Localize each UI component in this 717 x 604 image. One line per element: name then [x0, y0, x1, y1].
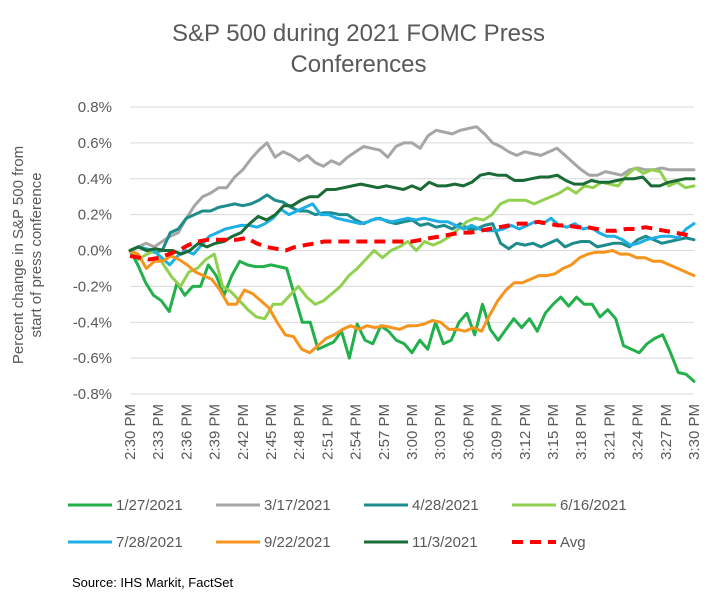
series-line-9-22-2021: [128, 249, 696, 355]
x-tick-label: 3:00 PM: [404, 404, 421, 460]
series-lines: [128, 125, 696, 383]
legend-label: 6/16/2021: [560, 497, 627, 514]
x-tick-label: 3:30 PM: [686, 404, 703, 460]
y-axis-label-line: start of press conference: [28, 172, 45, 337]
x-tick-label: 2:51 PM: [319, 404, 336, 460]
x-tick-label: 3:21 PM: [601, 404, 618, 460]
legend-label: 1/27/2021: [116, 497, 183, 514]
x-tick-label: 3:24 PM: [630, 404, 647, 460]
y-tick-label: 0.0%: [78, 243, 112, 260]
source-note: Source: IHS Markit, FactSet: [72, 575, 234, 590]
x-tick-label: 2:45 PM: [263, 404, 280, 460]
y-axis: 0.8% 0.6% 0.4% 0.2% 0.0% -0.2% -0.4% -0.6% -0.8%: [73, 99, 112, 403]
x-tick-label: 3:27 PM: [658, 404, 675, 460]
x-tick-label: 2:33 PM: [150, 404, 167, 460]
x-tick-label: 3:06 PM: [460, 404, 477, 460]
x-tick-label: 2:39 PM: [207, 404, 224, 460]
y-tick-label: -0.2%: [73, 278, 112, 295]
x-tick-label: 2:54 PM: [348, 404, 365, 460]
y-axis-label: Percent change in S&P 500 fromstart of p…: [10, 146, 45, 364]
x-tick-label: 3:12 PM: [517, 404, 534, 460]
legend-label: Avg: [560, 534, 586, 551]
y-tick-label: 0.2%: [78, 207, 112, 224]
x-tick-label: 2:48 PM: [291, 404, 308, 460]
x-tick-label: 3:15 PM: [545, 404, 562, 460]
x-tick-label: 3:18 PM: [573, 404, 590, 460]
x-tick-label: 2:57 PM: [376, 404, 393, 460]
legend-label: 7/28/2021: [116, 534, 183, 551]
series-line-avg: [129, 219, 695, 262]
y-tick-label: -0.4%: [73, 314, 112, 331]
y-tick-label: -0.6%: [73, 350, 112, 367]
x-tick-label: 2:30 PM: [122, 404, 139, 460]
legend-label: 9/22/2021: [264, 534, 331, 551]
y-tick-label: -0.8%: [73, 386, 112, 403]
x-tick-label: 2:42 PM: [235, 404, 252, 460]
series-line-7-28-2021: [128, 202, 696, 267]
x-axis: 2:30 PM 2:33 PM 2:36 PM 2:39 PM 2:42 PM 2:45 …: [122, 404, 703, 460]
x-tick-label: 2:36 PM: [178, 404, 195, 460]
x-tick-label: 3:09 PM: [489, 404, 506, 460]
y-tick-label: 0.8%: [78, 99, 112, 116]
y-tick-label: 0.4%: [78, 171, 112, 188]
series-line-1-27-2021: [128, 249, 696, 383]
series-line-3-17-2021: [128, 125, 696, 252]
legend: 1/27/2021 3/17/2021 4/28/2021 6/16/2021 7/28…: [68, 497, 627, 551]
legend-label: 3/17/2021: [264, 497, 331, 514]
chart-title: S&P 500 during 2021 FOMC Press Conferenc…: [171, 20, 546, 78]
y-axis-label-line: Percent change in S&P 500 from: [10, 146, 27, 364]
x-tick-label: 3:03 PM: [432, 404, 449, 460]
y-tick-label: 0.6%: [78, 135, 112, 152]
legend-label: 11/3/2021: [412, 534, 478, 551]
legend-label: 4/28/2021: [412, 497, 479, 514]
